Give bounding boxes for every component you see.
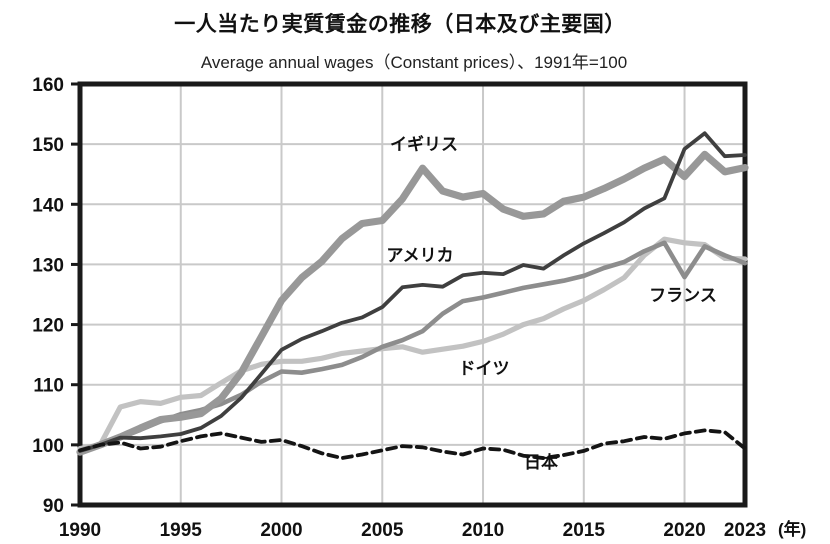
y-tick-label-110: 110 [33, 376, 64, 397]
y-tick-label-150: 150 [32, 135, 64, 156]
y-tick-label-100: 100 [32, 436, 64, 457]
x-tick-label-2015: 2015 [563, 520, 606, 541]
chart-subtitle: Average annual wages（Constant prices）、19… [200, 53, 628, 72]
x-tick-label-2023: 2023 [724, 520, 766, 541]
x-tick-label-2005: 2005 [361, 520, 404, 541]
series-line-japan [78, 428, 747, 461]
series-label-germany: ドイツ [459, 359, 510, 378]
series-line-uk [76, 150, 749, 456]
y-tick-label-90: 90 [43, 496, 64, 517]
x-axis-unit-label: (年) [778, 519, 806, 539]
x-tick-label-2000: 2000 [260, 520, 302, 541]
y-tick-label-160: 160 [32, 75, 64, 96]
series-line-germany [77, 236, 748, 452]
x-tick-label-2020: 2020 [663, 520, 705, 541]
series-label-uk: イギリス [390, 135, 458, 154]
plot-border [77, 81, 748, 508]
x-tick-label-1990: 1990 [59, 520, 101, 541]
y-tick-label-120: 120 [32, 316, 64, 337]
series-label-france: フランス [649, 286, 717, 305]
series-label-japan: 日本 [524, 452, 558, 472]
series-label-usa: アメリカ [386, 246, 453, 265]
y-tick-label-130: 130 [32, 255, 64, 276]
x-tick-label-1995: 1995 [160, 520, 203, 541]
y-tick-label-140: 140 [32, 195, 64, 216]
chart-title: 一人当たり実質賃金の推移（日本及び主要国） [174, 13, 626, 36]
series-line-usa [78, 131, 747, 453]
x-tick-label-2010: 2010 [462, 520, 504, 541]
